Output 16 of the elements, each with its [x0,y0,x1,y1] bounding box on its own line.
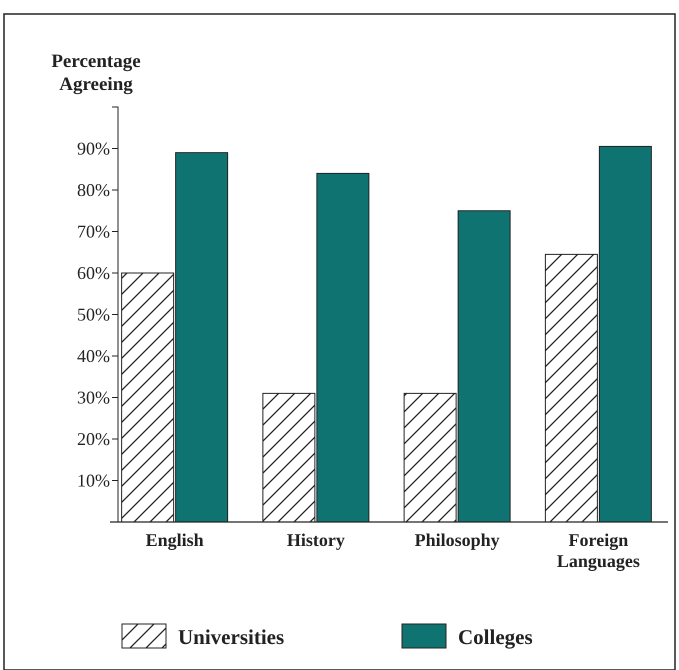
x-tick-label: Foreign Languages [556,530,640,571]
y-tick-label: 20% [77,428,110,449]
legend-label: Colleges [458,625,533,649]
y-tick-label: 90% [77,138,110,158]
y-tick-label: 10% [77,470,110,490]
y-tick-label: 70% [77,221,110,242]
y-tick-label: 40% [77,346,110,366]
y-axis-title: Percentage Agreeing [51,51,141,95]
x-tick-label: History [286,530,345,550]
x-tick-label: English [146,530,204,550]
y-tick-label: 50% [77,304,110,324]
legend-label: Universities [178,625,284,649]
x-tick-label: Philosophy [414,530,500,550]
y-tick-label: 30% [77,387,110,408]
y-tick-label: 80% [77,180,110,200]
y-tick-label: 60% [77,262,110,283]
